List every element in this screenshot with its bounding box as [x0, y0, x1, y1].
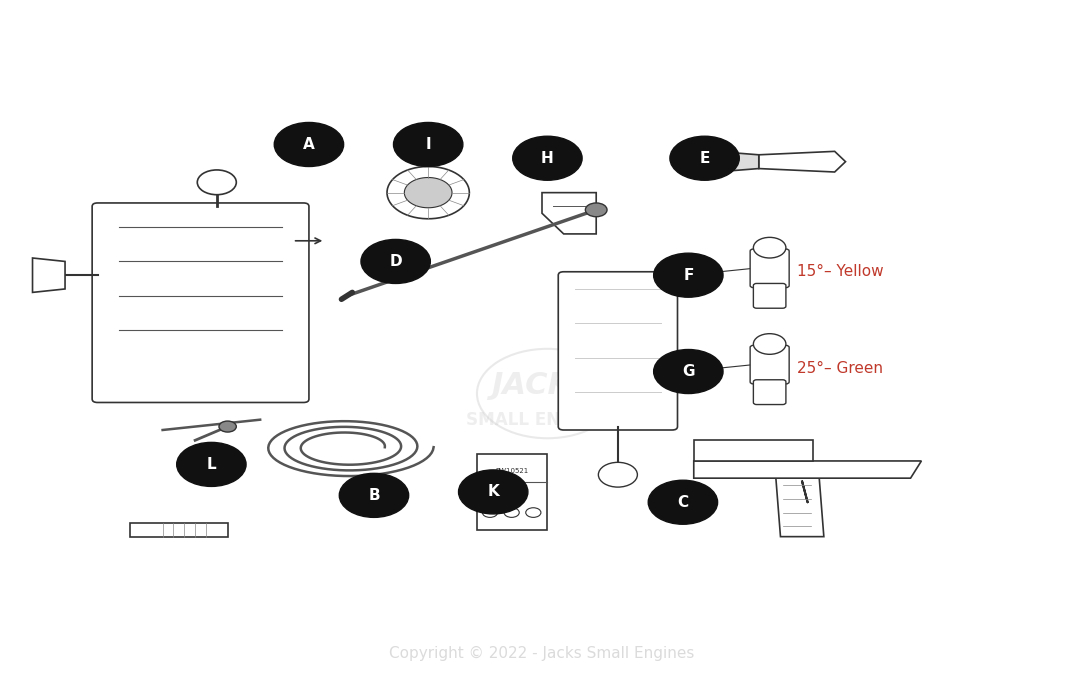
Text: JACKS: JACKS: [491, 371, 593, 400]
Circle shape: [598, 462, 637, 487]
Text: E: E: [699, 151, 710, 166]
Circle shape: [361, 239, 430, 283]
Text: B: B: [369, 488, 379, 503]
FancyBboxPatch shape: [750, 345, 789, 384]
Circle shape: [504, 508, 519, 517]
Circle shape: [482, 508, 498, 517]
Text: A: A: [304, 137, 314, 152]
Circle shape: [753, 237, 786, 258]
FancyBboxPatch shape: [558, 272, 678, 430]
FancyBboxPatch shape: [753, 380, 786, 405]
Circle shape: [654, 253, 723, 297]
Text: F: F: [683, 268, 694, 283]
Text: PW10521: PW10521: [495, 469, 529, 474]
Circle shape: [393, 122, 463, 166]
Polygon shape: [130, 523, 228, 537]
Polygon shape: [694, 461, 921, 478]
Text: I: I: [425, 137, 431, 152]
Text: D: D: [389, 254, 402, 269]
Circle shape: [648, 480, 718, 524]
FancyBboxPatch shape: [477, 454, 547, 530]
Text: SMALL ENGINES: SMALL ENGINES: [466, 411, 618, 429]
Circle shape: [459, 470, 528, 514]
Circle shape: [274, 122, 344, 166]
Circle shape: [654, 350, 723, 394]
Polygon shape: [33, 258, 65, 292]
Polygon shape: [542, 193, 596, 234]
Polygon shape: [759, 151, 846, 172]
Text: C: C: [678, 495, 688, 510]
Text: H: H: [541, 151, 554, 166]
Circle shape: [513, 136, 582, 180]
Circle shape: [177, 442, 246, 486]
Circle shape: [197, 170, 236, 195]
Text: K: K: [488, 484, 499, 499]
Polygon shape: [404, 178, 452, 208]
Text: 15°– Yellow: 15°– Yellow: [797, 264, 883, 279]
Polygon shape: [387, 166, 469, 219]
Polygon shape: [715, 151, 759, 172]
Text: 25°– Green: 25°– Green: [797, 361, 882, 376]
Circle shape: [339, 473, 409, 517]
Circle shape: [670, 136, 739, 180]
Circle shape: [219, 421, 236, 432]
Text: L: L: [207, 457, 216, 472]
Polygon shape: [775, 468, 824, 537]
Polygon shape: [694, 440, 813, 461]
Circle shape: [753, 334, 786, 354]
Circle shape: [526, 508, 541, 517]
FancyBboxPatch shape: [753, 283, 786, 308]
Text: G: G: [682, 364, 695, 379]
Circle shape: [585, 203, 607, 217]
Text: Copyright © 2022 - Jacks Small Engines: Copyright © 2022 - Jacks Small Engines: [389, 646, 695, 661]
FancyBboxPatch shape: [92, 203, 309, 402]
FancyBboxPatch shape: [750, 249, 789, 288]
